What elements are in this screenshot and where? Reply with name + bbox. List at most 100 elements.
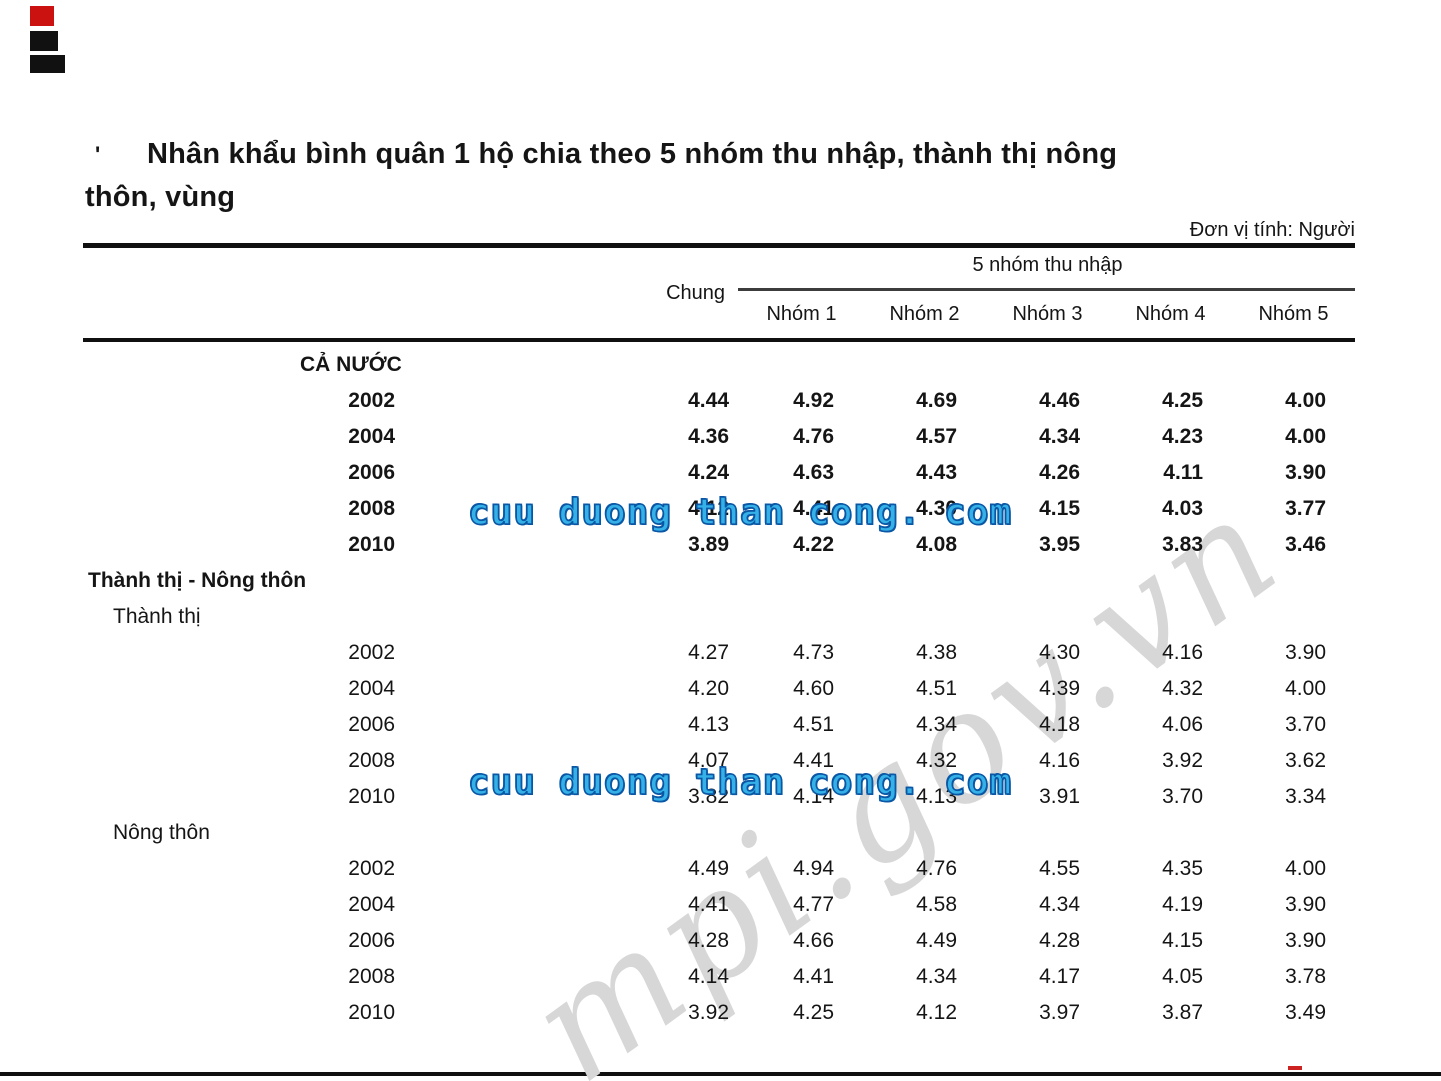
table-row: 2006 4.24 4.63 4.43 4.26 4.11 3.90 (85, 455, 1350, 491)
value-nhom-5: 3.90 (1285, 641, 1326, 664)
value-nhom-5: 4.00 (1285, 677, 1326, 700)
value-nhom-5: 3.70 (1285, 713, 1326, 736)
value-nhom-4: 4.32 (1162, 677, 1203, 700)
value-chung: 4.28 (688, 929, 729, 952)
section-label: Thành thị - Nông thôn (88, 569, 307, 592)
value-nhom-1: 4.94 (793, 857, 834, 880)
corner-black-mark (30, 55, 65, 73)
table-row: 2006 4.28 4.66 4.49 4.28 4.15 3.90 (85, 923, 1350, 959)
table-row: 2002 4.27 4.73 4.38 4.30 4.16 3.90 (85, 635, 1350, 671)
value-nhom-2: 4.76 (916, 857, 957, 880)
value-nhom-4: 4.11 (1163, 461, 1203, 484)
value-nhom-2: 4.30 (916, 497, 957, 520)
value-nhom-4: 3.70 (1162, 785, 1203, 808)
value-nhom-3: 4.18 (1039, 713, 1080, 736)
value-nhom-3: 4.28 (1039, 929, 1080, 952)
value-chung: 4.20 (688, 677, 729, 700)
value-nhom-1: 4.41 (793, 497, 834, 520)
year-label: 2008 (348, 497, 395, 520)
value-nhom-4: 4.19 (1162, 893, 1203, 916)
value-nhom-3: 3.91 (1039, 785, 1080, 808)
table-row: 2002 4.44 4.92 4.69 4.46 4.25 4.00 (85, 383, 1350, 419)
value-nhom-3: 4.15 (1039, 497, 1080, 520)
table-row: 2008 4.12 4.41 4.30 4.15 4.03 3.77 (85, 491, 1350, 527)
value-nhom-3: 4.39 (1039, 677, 1080, 700)
column-group-header: 5 nhóm thu nhập (972, 254, 1123, 276)
year-label: 2002 (348, 641, 395, 664)
value-nhom-4: 4.25 (1162, 389, 1203, 412)
year-label: 2010 (348, 785, 395, 808)
table-body: CẢ NƯỚC 2002 4.44 4.92 4.69 4.46 4.25 4.00 2004 4… (85, 347, 1350, 1031)
title-tick: ' (95, 142, 101, 167)
table-top-rule (83, 243, 1355, 248)
value-chung: 3.82 (688, 785, 729, 808)
value-chung: 4.41 (688, 893, 729, 916)
value-nhom-3: 4.30 (1039, 641, 1080, 664)
table-row: 2004 4.36 4.76 4.57 4.34 4.23 4.00 (85, 419, 1350, 455)
value-nhom-4: 4.15 (1162, 929, 1203, 952)
year-label: 2008 (348, 749, 395, 772)
value-nhom-2: 4.12 (916, 1001, 957, 1024)
value-chung: 4.12 (688, 497, 729, 520)
year-label: 2006 (348, 461, 395, 484)
table-row: 2008 4.14 4.41 4.34 4.17 4.05 3.78 (85, 959, 1350, 995)
value-nhom-1: 4.25 (793, 1001, 834, 1024)
value-nhom-5: 3.78 (1285, 965, 1326, 988)
value-nhom-2: 4.58 (916, 893, 957, 916)
value-chung: 4.14 (688, 965, 729, 988)
value-nhom-3: 4.34 (1039, 425, 1080, 448)
column-header-nhom-2: Nhóm 2 (889, 303, 960, 325)
value-nhom-4: 4.23 (1162, 425, 1203, 448)
year-label: 2002 (348, 857, 395, 880)
year-label: 2002 (348, 389, 395, 412)
value-nhom-4: 4.35 (1162, 857, 1203, 880)
value-nhom-1: 4.92 (793, 389, 834, 412)
year-label: 2006 (348, 713, 395, 736)
value-nhom-4: 4.03 (1162, 497, 1203, 520)
value-nhom-2: 4.13 (916, 785, 957, 808)
value-nhom-1: 4.66 (793, 929, 834, 952)
value-nhom-3: 4.17 (1039, 965, 1080, 988)
table-row: 2008 4.07 4.41 4.32 4.16 3.92 3.62 (85, 743, 1350, 779)
year-label: 2004 (348, 677, 395, 700)
value-chung: 4.36 (688, 425, 729, 448)
value-nhom-1: 4.60 (793, 677, 834, 700)
value-nhom-4: 4.16 (1162, 641, 1203, 664)
value-chung: 4.13 (688, 713, 729, 736)
table-row: 2010 3.82 4.14 4.13 3.91 3.70 3.34 (85, 779, 1350, 815)
section-label: Thành thị (113, 605, 201, 628)
value-nhom-3: 4.34 (1039, 893, 1080, 916)
value-nhom-2: 4.34 (916, 713, 957, 736)
value-nhom-1: 4.77 (793, 893, 834, 916)
table-row: 2004 4.20 4.60 4.51 4.39 4.32 4.00 (85, 671, 1350, 707)
section-row: Nông thôn (85, 815, 1350, 851)
year-label: 2004 (348, 425, 395, 448)
value-nhom-4: 3.83 (1162, 533, 1203, 556)
page-bottom-rule (0, 1072, 1441, 1076)
value-chung: 3.89 (688, 533, 729, 556)
value-nhom-5: 4.00 (1285, 857, 1326, 880)
value-chung: 4.07 (688, 749, 729, 772)
value-nhom-4: 4.05 (1162, 965, 1203, 988)
value-chung: 4.44 (688, 389, 729, 412)
table-row: 2006 4.13 4.51 4.34 4.18 4.06 3.70 (85, 707, 1350, 743)
value-nhom-5: 4.00 (1285, 425, 1326, 448)
value-nhom-1: 4.14 (793, 785, 834, 808)
column-header-nhom-5: Nhóm 5 (1258, 303, 1329, 325)
value-nhom-5: 3.90 (1285, 929, 1326, 952)
year-label: 2008 (348, 965, 395, 988)
value-nhom-1: 4.76 (793, 425, 834, 448)
value-nhom-5: 3.90 (1285, 461, 1326, 484)
section-row: Thành thị - Nông thôn (85, 563, 1350, 599)
corner-black-mark (30, 31, 58, 51)
value-nhom-2: 4.08 (916, 533, 957, 556)
value-nhom-5: 3.62 (1285, 749, 1326, 772)
header-bottom-rule (83, 338, 1355, 342)
value-nhom-2: 4.38 (916, 641, 957, 664)
value-nhom-4: 4.06 (1162, 713, 1203, 736)
value-nhom-3: 4.46 (1039, 389, 1080, 412)
year-label: 2006 (348, 929, 395, 952)
value-nhom-1: 4.63 (793, 461, 834, 484)
year-label: 2010 (348, 1001, 395, 1024)
